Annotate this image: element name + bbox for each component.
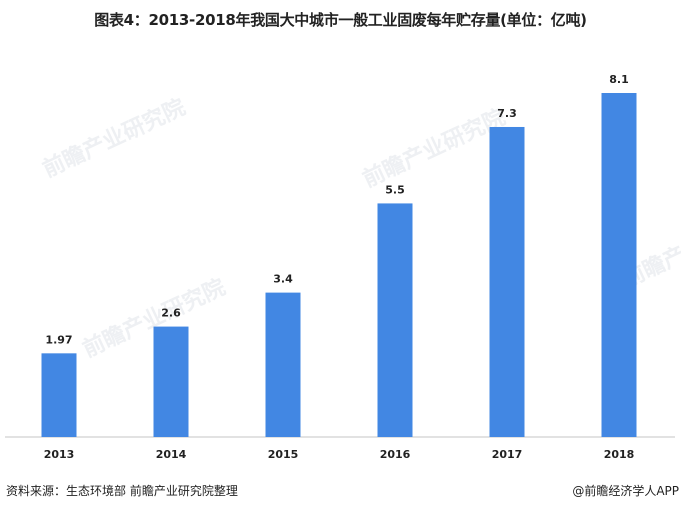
x-tick-label: 2015: [268, 448, 299, 461]
x-tick-label: 2018: [604, 448, 635, 461]
data-label: 7.3: [497, 107, 517, 120]
data-label: 1.97: [45, 333, 72, 346]
x-tick-label: 2017: [492, 448, 523, 461]
bar-2017: [489, 126, 525, 437]
bar-2015: [265, 292, 301, 437]
bar-chart: 前瞻产业研究院 前瞻产业研究院前瞻产业研究院前瞻产业研究院1.9720132.62…: [5, 73, 681, 461]
chart-title: 图表4：2013-2018年我国大中城市一般工业固废每年贮存量(单位：亿吨): [94, 11, 587, 29]
bar-2018: [601, 93, 637, 437]
data-label: 2.6: [161, 307, 181, 320]
data-label: 5.5: [385, 183, 405, 196]
bar-2013: [41, 353, 77, 437]
x-tick-label: 2016: [380, 448, 411, 461]
source-note: 资料来源：生态环境部 前瞻产业研究院整理: [6, 484, 238, 498]
data-label: 8.1: [609, 73, 629, 86]
watermark: 前瞻产业研究院: [39, 94, 190, 183]
bar-2014: [153, 326, 189, 437]
bar-2016: [377, 203, 413, 437]
watermark: 前瞻产业研究院: [359, 104, 510, 193]
data-label: 3.4: [273, 273, 293, 286]
x-tick-label: 2014: [156, 448, 187, 461]
x-tick-label: 2013: [44, 448, 75, 461]
brand-credit: @前瞻经济学人APP: [572, 484, 679, 498]
